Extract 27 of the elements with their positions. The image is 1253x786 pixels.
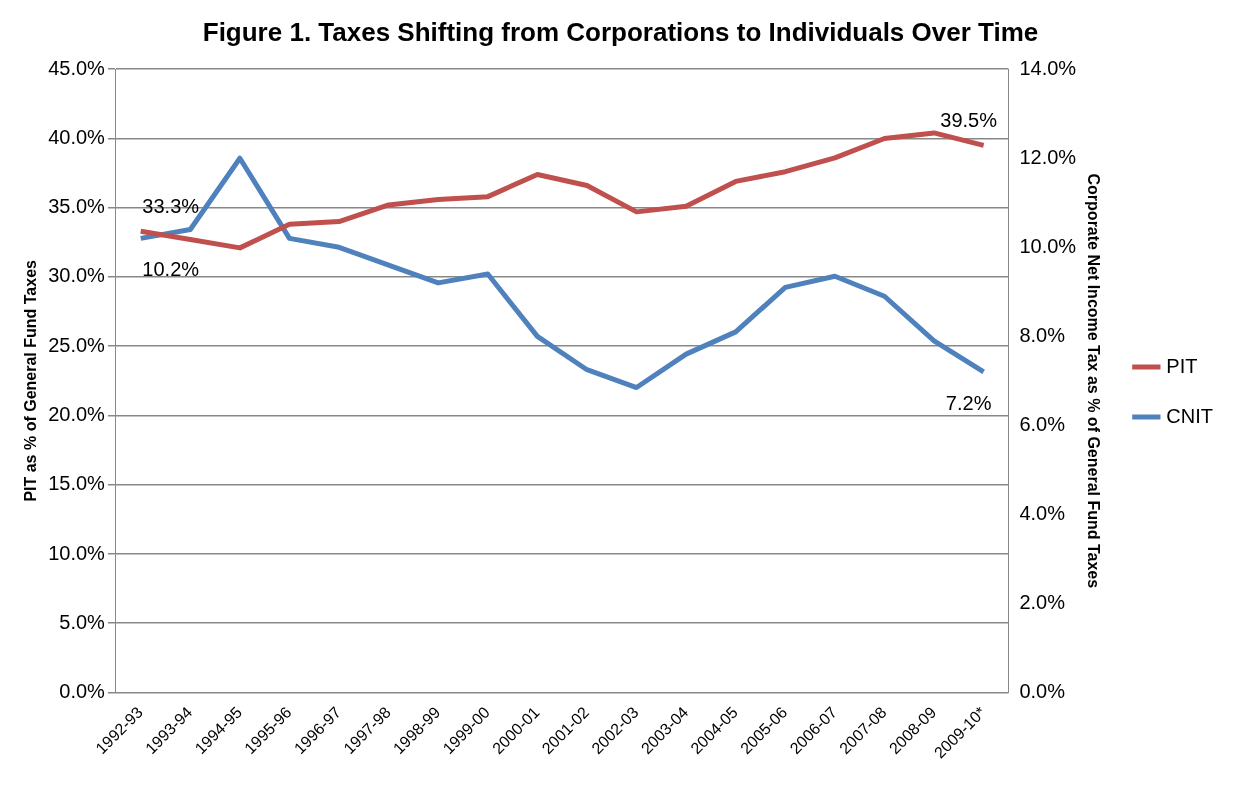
data-label: 10.2%: [142, 258, 200, 281]
y2-axis-title: Corporate Net Income Tax as % of General Fund Taxes: [1085, 173, 1103, 589]
y2-tick-label: 4.0%: [1019, 501, 1066, 524]
y2-tick-label: 6.0%: [1019, 412, 1066, 435]
y-tick-label: 15.0%: [48, 472, 106, 495]
y-tick-label: 40.0%: [48, 125, 106, 148]
legend-label: CNIT: [1166, 404, 1214, 427]
y-axis-title: PIT as % of General Fund Taxes: [22, 259, 40, 502]
y-tick-label: 35.0%: [48, 195, 106, 218]
y-tick-label: 45.0%: [48, 56, 106, 79]
legend-label: PIT: [1166, 354, 1198, 377]
y2-tick-label: 10.0%: [1019, 234, 1077, 257]
y-tick-label: 30.0%: [48, 264, 106, 287]
y-tick-label: 20.0%: [48, 402, 106, 425]
data-label: 33.3%: [142, 195, 200, 218]
data-label: 7.2%: [945, 391, 992, 414]
y2-tick-label: 12.0%: [1019, 145, 1077, 168]
y2-tick-label: 2.0%: [1019, 590, 1066, 613]
y-tick-label: 10.0%: [48, 541, 106, 564]
y-tick-label: 0.0%: [59, 680, 106, 703]
chart-title: Figure 1. Taxes Shifting from Corporations to Individuals Over Time: [202, 16, 1039, 47]
data-label: 39.5%: [940, 109, 998, 132]
y2-tick-label: 0.0%: [1019, 680, 1066, 703]
y2-tick-label: 14.0%: [1019, 56, 1077, 79]
y2-tick-label: 8.0%: [1019, 323, 1066, 346]
y-tick-label: 5.0%: [59, 610, 106, 633]
y-tick-label: 25.0%: [48, 333, 106, 356]
